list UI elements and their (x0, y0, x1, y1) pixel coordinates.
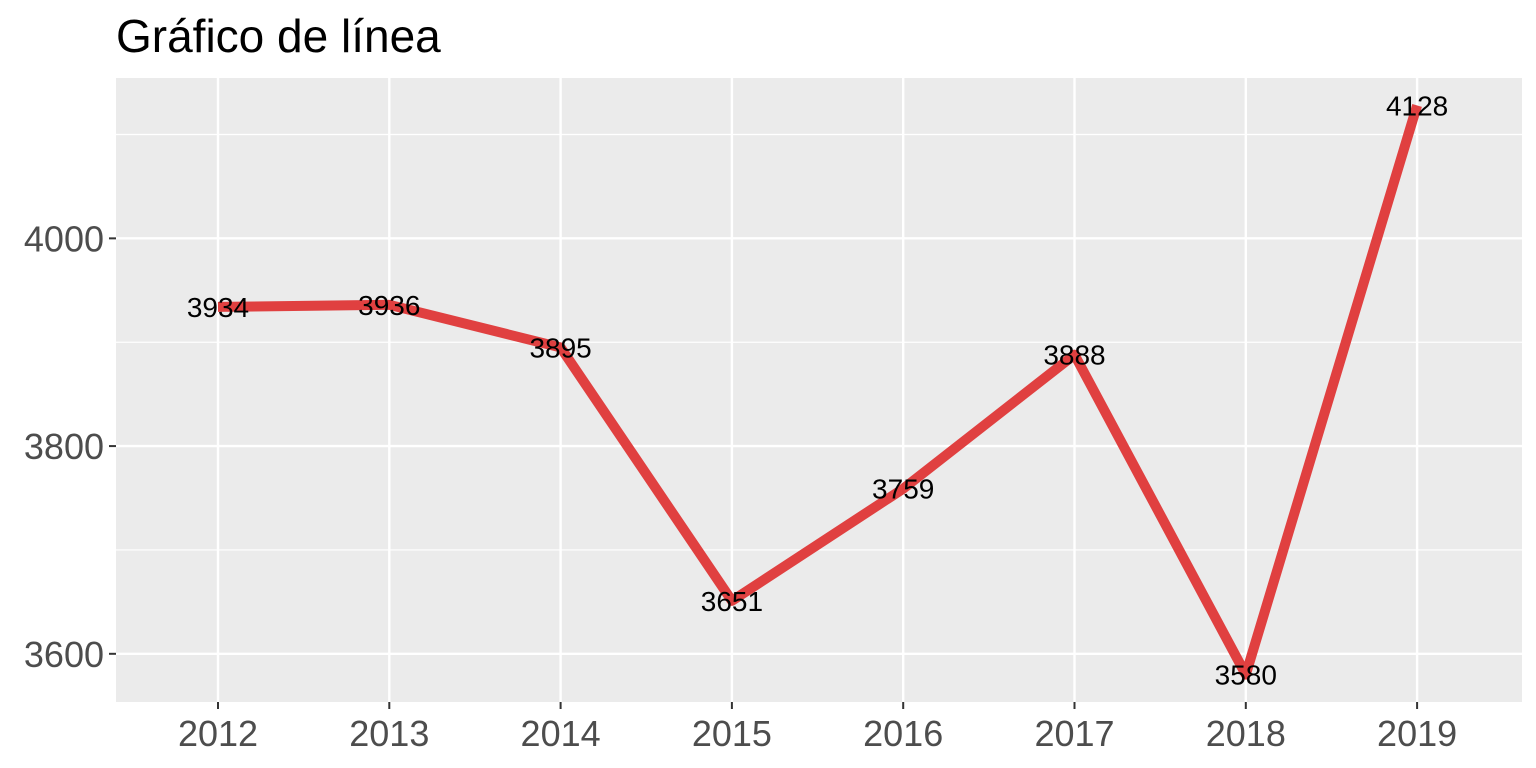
y-tick-label: 3600 (24, 634, 104, 675)
data-label: 3759 (872, 474, 934, 505)
chart-title: Gráfico de línea (116, 10, 441, 62)
x-tick-label: 2018 (1206, 713, 1286, 754)
data-label: 3580 (1215, 660, 1277, 691)
data-label: 3895 (529, 332, 591, 363)
data-label: 4128 (1386, 90, 1448, 121)
plot-panel (116, 78, 1522, 702)
x-tick-label: 2019 (1377, 713, 1457, 754)
data-label: 3888 (1043, 340, 1105, 371)
x-tick-label: 2014 (521, 713, 601, 754)
data-label: 3936 (358, 290, 420, 321)
y-axis: 3600 3800 4000 (24, 218, 116, 675)
x-tick-label: 2017 (1034, 713, 1114, 754)
x-tick-label: 2012 (178, 713, 258, 754)
data-labels: 3934 3936 3895 3651 3759 3888 3580 4128 (187, 90, 1448, 690)
data-label: 3651 (701, 586, 763, 617)
series-layer (217, 103, 1422, 680)
x-tick-label: 2015 (692, 713, 772, 754)
x-axis: 2012 2013 2014 2015 2016 2017 2018 2019 (178, 702, 1457, 754)
x-tick-label: 2016 (863, 713, 943, 754)
y-tick-label: 3800 (24, 426, 104, 467)
series-line (217, 103, 1422, 680)
y-tick-label: 4000 (24, 218, 104, 259)
x-tick-label: 2013 (349, 713, 429, 754)
data-label: 3934 (187, 292, 249, 323)
